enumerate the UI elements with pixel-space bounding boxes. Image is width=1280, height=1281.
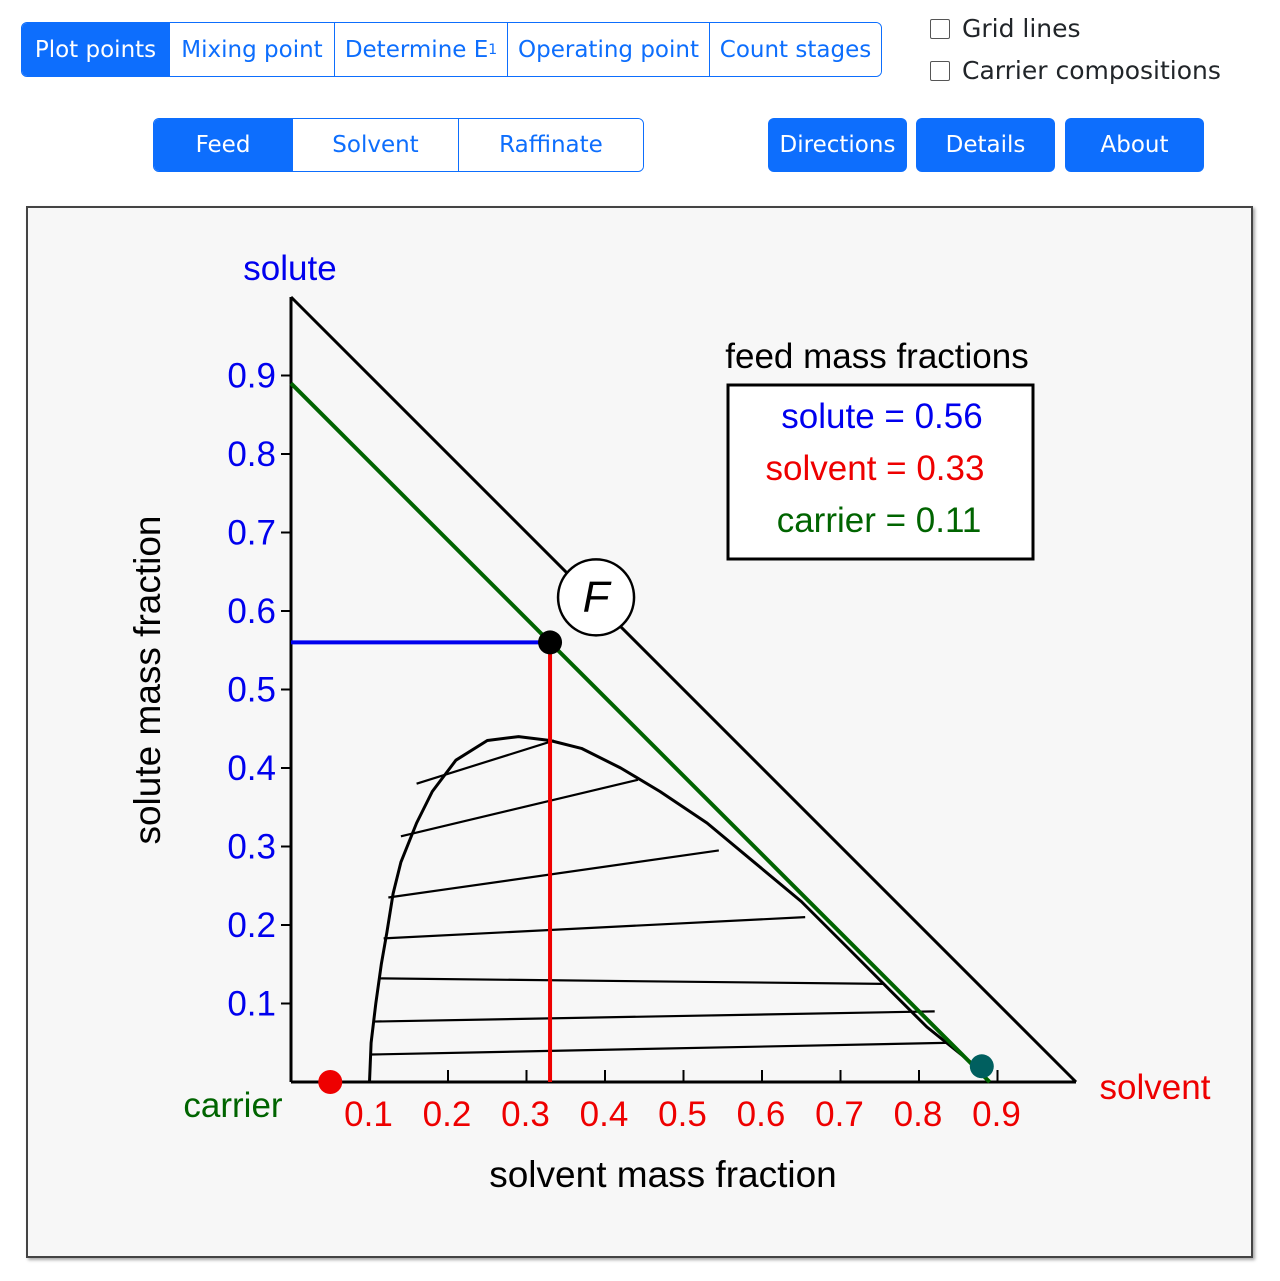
feed-box-title: feed mass fractions — [725, 337, 1028, 376]
tie-line — [388, 849, 719, 899]
feed-carrier-value: carrier = 0.11 — [777, 501, 982, 540]
plot-frame: 0.1 0.2 0.3 0.4 0.5 0.6 0.7 0.8 0.9 0.1 0.2 0.3 0.4 0… — [26, 206, 1253, 1258]
mixing-point-button[interactable]: Mixing point — [170, 23, 335, 76]
x-tick-label: 0.9 — [972, 1095, 1021, 1134]
solvent-point — [969, 1054, 994, 1079]
carrier-compositions-row[interactable]: Carrier compositions — [930, 56, 1221, 85]
ternary-plot[interactable]: 0.1 0.2 0.3 0.4 0.5 0.6 0.7 0.8 0.9 0.1 0.2 0.3 0.4 0… — [28, 208, 1251, 1256]
y-tick-label: 0.2 — [227, 906, 276, 945]
y-tick-label: 0.7 — [227, 514, 276, 553]
solvent-tab[interactable]: Solvent — [293, 119, 459, 171]
y-tick-label: 0.4 — [227, 749, 276, 788]
carrier-vertex-label: carrier — [183, 1086, 283, 1125]
x-tick-label: 0.4 — [580, 1095, 629, 1134]
tie-line — [373, 1010, 935, 1023]
points-layer: F — [318, 558, 994, 1094]
carrier-composition-line — [289, 381, 992, 1084]
feed-label-circle — [556, 558, 636, 637]
tie-line — [400, 778, 639, 838]
tie-line — [371, 1041, 951, 1056]
x-tick-label: 0.7 — [815, 1095, 864, 1134]
solute-vertex-label: solute — [243, 249, 336, 288]
hypotenuse-line — [289, 295, 1078, 1084]
point-selector: Feed Solvent Raffinate — [153, 118, 644, 172]
x-tick-label: 0.6 — [737, 1095, 786, 1134]
y-tick-label: 0.8 — [227, 435, 276, 474]
about-button[interactable]: About — [1065, 118, 1204, 172]
details-button[interactable]: Details — [916, 118, 1055, 172]
x-tick-label: 0.3 — [501, 1095, 550, 1134]
carrier-compositions-label: Carrier compositions — [962, 56, 1221, 85]
phase-envelope-layer — [368, 735, 987, 1083]
x-axis-label: solvent mass fraction — [489, 1154, 837, 1195]
y-tick-label: 0.6 — [227, 592, 276, 631]
ticks-layer: 0.1 0.2 0.3 0.4 0.5 0.6 0.7 0.8 0.9 0.1 0.2 0.3 0.4 0… — [227, 357, 1020, 1135]
y-tick-label: 0.5 — [227, 671, 276, 710]
tie-line — [383, 916, 806, 940]
x-tick-label: 0.5 — [658, 1095, 707, 1134]
feed-solute-value: solute = 0.56 — [781, 397, 982, 436]
y-tick-label: 0.9 — [227, 357, 276, 396]
count-stages-button[interactable]: Count stages — [710, 23, 881, 76]
tie-line — [378, 977, 884, 985]
feed-tab[interactable]: Feed — [154, 119, 293, 171]
grid-lines-label: Grid lines — [962, 14, 1081, 43]
operating-point-button[interactable]: Operating point — [508, 23, 710, 76]
x-tick-label: 0.8 — [894, 1095, 943, 1134]
feed-solvent-value: solvent = 0.33 — [766, 449, 985, 488]
directions-button[interactable]: Directions — [768, 118, 907, 172]
feed-label: F — [583, 572, 612, 621]
tie-line — [416, 739, 555, 785]
feed-point — [538, 630, 563, 655]
raffinate-point — [318, 1070, 343, 1094]
carrier-compositions-checkbox[interactable] — [930, 60, 950, 81]
feed-box — [726, 383, 1035, 561]
phase-envelope-curve — [368, 735, 987, 1083]
x-tick-label: 0.1 — [344, 1095, 393, 1134]
y-axis-label: solute mass fraction — [127, 515, 168, 844]
x-tick-label: 0.2 — [423, 1095, 472, 1134]
raffinate-tab[interactable]: Raffinate — [459, 119, 643, 171]
feed-lines-layer — [289, 381, 992, 1084]
y-tick-label: 0.1 — [227, 985, 276, 1024]
plot-points-button[interactable]: Plot points — [22, 23, 170, 76]
solvent-vertex-label: solvent — [1100, 1068, 1211, 1107]
determine-e-label: Determine E — [344, 36, 489, 63]
determine-e-subscript: 1 — [488, 41, 498, 58]
grid-lines-checkbox[interactable] — [930, 18, 950, 39]
grid-lines-row[interactable]: Grid lines — [930, 14, 1081, 43]
y-tick-label: 0.3 — [227, 828, 276, 867]
